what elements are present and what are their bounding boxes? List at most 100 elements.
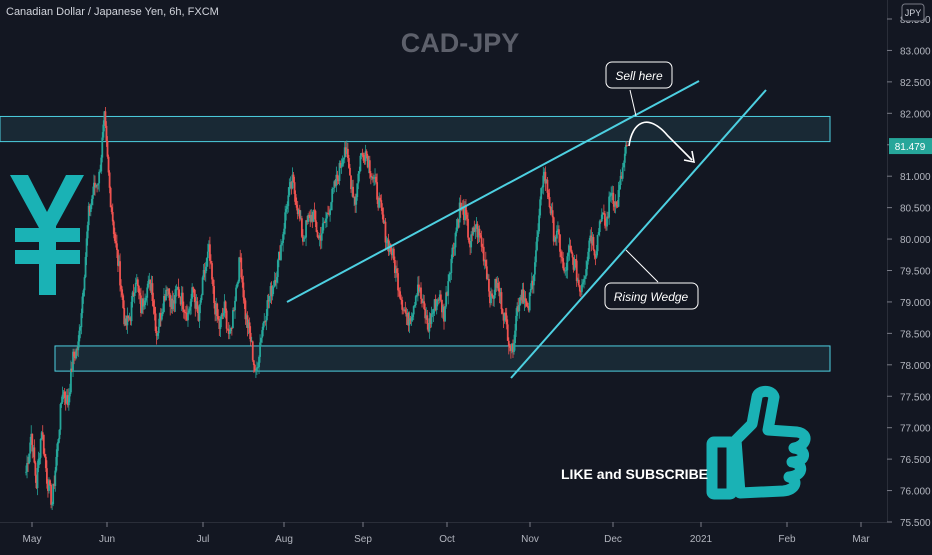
candle [495,278,498,288]
candle [49,480,51,485]
candle [269,286,272,296]
candle [218,319,221,329]
candle [204,266,207,274]
candle [68,392,71,397]
candle [543,171,546,176]
candle [236,283,238,288]
candle [101,137,104,158]
time-axis[interactable]: May Jun Jul Aug Sep Oct Nov Dec 2021 Feb Mar [23,522,871,545]
candle [320,233,323,241]
candle [499,292,502,297]
candle [427,323,430,332]
candle [557,229,559,231]
candle [72,351,74,372]
candle [311,214,314,222]
candle [507,340,510,346]
candle [376,182,379,200]
candle [410,317,413,321]
candle [359,155,362,172]
currency-badge[interactable] [901,3,925,22]
candle [348,158,350,168]
candle [560,251,562,257]
candle [424,308,427,319]
candle [524,298,527,301]
zones [0,115,831,372]
candle [445,292,447,307]
candle [489,291,491,304]
candle [275,277,278,283]
candle [492,296,495,299]
candle [318,235,321,239]
candle [378,197,381,208]
candle [415,295,418,297]
candle [139,292,141,296]
candle [99,171,102,173]
candle [304,237,306,239]
candle [620,175,623,179]
candle [353,196,356,198]
candle [74,356,77,359]
candle [608,196,611,218]
candle [585,269,588,277]
candle [383,221,386,223]
wedge-upper-line [286,80,700,303]
candle [431,313,434,315]
candle [156,333,159,336]
like-subscribe-text: LIKE and SUBSCRIBE [561,466,708,482]
candle [155,330,158,336]
candle [407,312,410,326]
candle [502,313,505,321]
candle [302,236,304,242]
candle [46,468,48,484]
candle [173,300,176,304]
candle [260,337,263,343]
candle [354,196,357,205]
candle [327,213,329,215]
candle [183,312,186,313]
candle [149,279,152,291]
candle [28,453,31,464]
candle [508,345,511,348]
price-tick-label: 80.500 [900,204,931,215]
candle [249,332,252,342]
candle [143,305,145,307]
candle [451,247,454,259]
candle [274,279,277,283]
candle [612,192,615,204]
candle [619,175,622,186]
candle [363,160,366,162]
candle [282,234,284,243]
candle [494,278,497,296]
candle [414,296,417,305]
candle [447,281,450,296]
trendlines[interactable] [286,80,767,379]
candle [198,304,201,321]
candle [342,157,345,160]
candle [187,312,189,321]
candle [601,212,604,215]
time-tick-label: Mar [852,534,870,545]
candle [422,301,424,303]
candle [623,153,626,163]
candle [567,252,570,257]
candle [293,182,296,195]
price-tick-label: 79.500 [900,267,931,278]
candle [485,266,488,279]
candle [116,243,118,250]
candle [113,234,116,241]
candle [437,299,440,301]
candle [96,184,98,186]
candle [222,312,225,316]
candle [581,284,583,292]
candle [151,283,154,302]
candle [314,210,317,223]
candle [186,312,188,321]
candle [52,483,55,505]
candle [119,261,121,286]
candle [421,298,423,303]
candle [91,194,94,199]
candle [367,160,370,168]
